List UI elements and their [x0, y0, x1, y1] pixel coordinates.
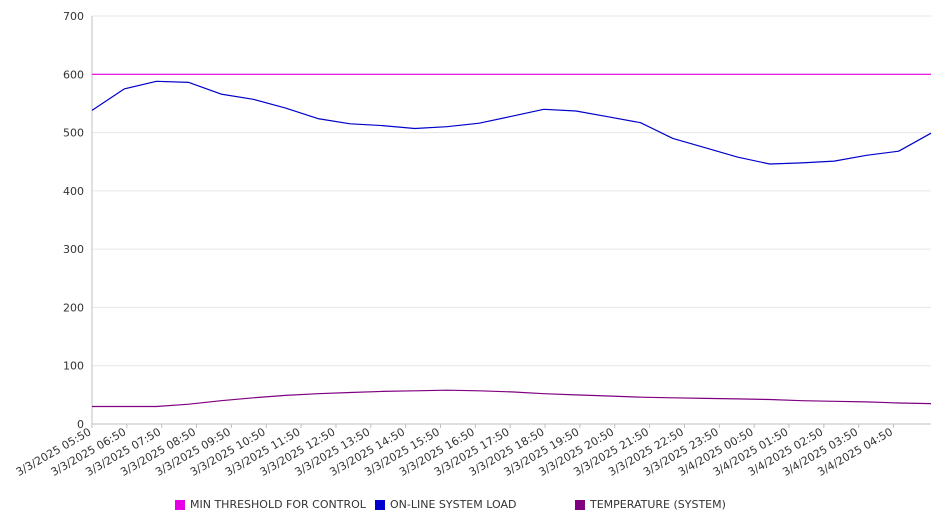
y-tick-label: 300: [63, 243, 84, 256]
y-tick-label: 0: [77, 418, 84, 431]
y-tick-label: 200: [63, 301, 84, 314]
legend: MIN THRESHOLD FOR CONTROL ON-LINE SYSTEM…: [175, 498, 935, 516]
legend-swatch-system-load: [375, 499, 385, 510]
series-layer: [91, 73, 932, 408]
y-axis: 0 100 200 300 400 500 600 700: [63, 10, 93, 431]
legend-swatch-min-threshold: [175, 499, 185, 510]
y-tick-label: 700: [63, 10, 84, 23]
y-tick-label: 500: [63, 127, 84, 140]
legend-swatch-temperature: [575, 499, 585, 510]
legend-label-min-threshold: MIN THRESHOLD FOR CONTROL: [190, 498, 366, 511]
y-tick-label: 100: [63, 360, 84, 373]
series-line-1: [91, 80, 932, 165]
legend-item-temperature: TEMPERATURE (SYSTEM): [575, 498, 726, 511]
gridlines: [92, 15, 931, 425]
legend-label-temperature: TEMPERATURE (SYSTEM): [590, 498, 726, 511]
x-axis: 3/3/2025 05:503/3/2025 06:503/3/2025 07:…: [14, 423, 931, 479]
legend-item-min-threshold: MIN THRESHOLD FOR CONTROL: [175, 498, 366, 511]
legend-label-system-load: ON-LINE SYSTEM LOAD: [390, 498, 517, 511]
y-tick-label: 600: [63, 68, 84, 81]
legend-item-system-load: ON-LINE SYSTEM LOAD: [375, 498, 516, 511]
y-tick-label: 400: [63, 185, 84, 198]
series-line-2: [92, 389, 932, 408]
